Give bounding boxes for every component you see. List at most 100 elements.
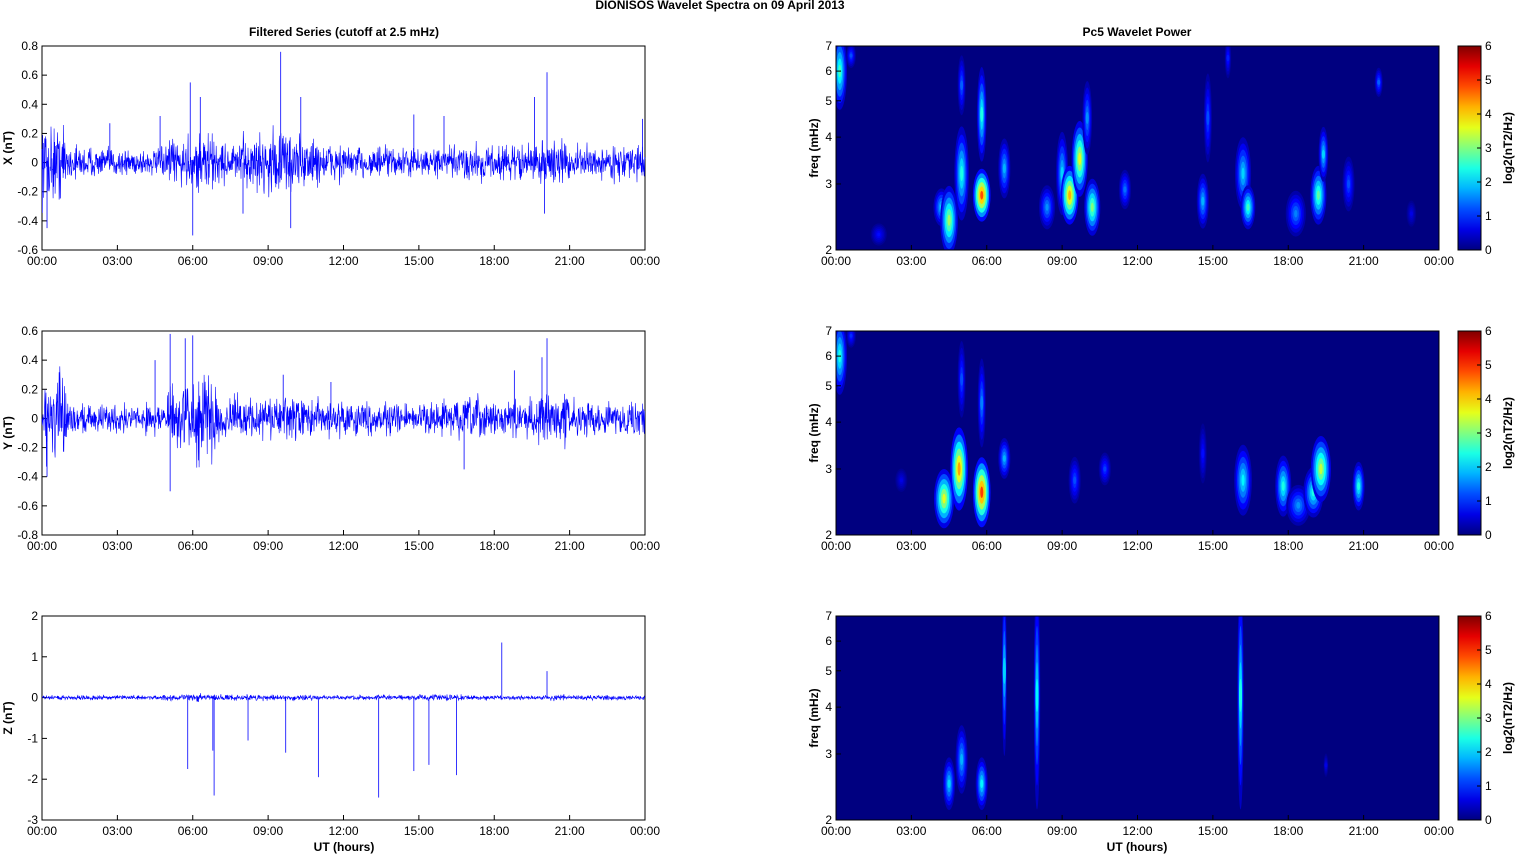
z-power-y-tick-label: 4	[825, 700, 832, 714]
y-power-x-tick-label: 21:00	[1349, 539, 1379, 553]
y-power-power-blob	[1073, 476, 1077, 485]
y-y-tick-label: -0.4	[17, 470, 38, 484]
x-power-power-blob	[1078, 152, 1082, 166]
x-power-colorbar-label: log2(nT2/Hz)	[1501, 112, 1515, 184]
x-power-power-blob	[1085, 111, 1089, 124]
z-power-power-blob	[1002, 657, 1006, 684]
z-series-line	[41, 693, 646, 703]
x-power-x-tick-label: 09:00	[1047, 254, 1077, 268]
x-power-y-tick-label: 5	[825, 94, 832, 108]
x-power-colorbar-tick-label: 6	[1485, 39, 1492, 53]
x-x-tick-label: 00:00	[630, 254, 660, 268]
x-power-power-blob	[1068, 190, 1072, 201]
y-power-power-blob	[1319, 463, 1323, 475]
z-x-tick-label: 00:00	[27, 824, 57, 838]
y-power-power-blob	[980, 395, 984, 411]
y-power-x-tick-label: 12:00	[1122, 539, 1152, 553]
y-power-y-tick-label: 5	[825, 379, 832, 393]
z-power-y-tick-label: 6	[825, 634, 832, 648]
right-x-axis-label: UT (hours)	[1107, 840, 1168, 854]
y-power-x-tick-label: 06:00	[972, 539, 1002, 553]
y-power-x-tick-label: 03:00	[896, 539, 926, 553]
y-x-tick-label: 15:00	[404, 539, 434, 553]
y-power-power-blob	[1201, 448, 1205, 459]
y-plot-area	[41, 330, 646, 536]
y-power-x-tick-label: 09:00	[1047, 539, 1077, 553]
y-power-x-tick-label: 00:00	[1424, 539, 1454, 553]
z-power-colorbar-tick-label: 1	[1485, 779, 1492, 793]
y-power-power-blob	[1002, 455, 1006, 462]
y-power-blobs	[836, 331, 1365, 529]
x-power-y-tick-label: 2	[825, 243, 832, 257]
z-power-power-blob	[1324, 763, 1328, 768]
z-power-y-tick-label: 3	[825, 747, 832, 761]
x-power-x-tick-label: 00:00	[1424, 254, 1454, 268]
x-power-x-tick-label: 21:00	[1349, 254, 1379, 268]
left-column-title: Filtered Series (cutoff at 2.5 mHz)	[249, 25, 439, 39]
y-power-colorbar-tick-label: 6	[1485, 324, 1492, 338]
x-power-blobs	[836, 46, 1417, 250]
y-power-y-tick-label: 4	[825, 415, 832, 429]
y-power-y-tick-label: 2	[825, 528, 832, 542]
panel-x: 0.8 0.6 0.4 0.2 0 -0.2 -0.4 -0.6 X (nT) 00:00 03:0…	[1, 39, 660, 268]
y-y-tick-label: 0.4	[21, 353, 38, 367]
x-power-power-blob	[1045, 203, 1049, 211]
x-power-power-blob	[960, 165, 964, 182]
y-power-power-blob	[960, 373, 964, 386]
y-x-tick-label: 06:00	[178, 539, 208, 553]
x-power-y-tick-label: 3	[825, 177, 832, 191]
y-x-tick-label: 12:00	[328, 539, 358, 553]
x-power-x-tick-label: 18:00	[1273, 254, 1303, 268]
z-y-tick-label: -1	[27, 731, 38, 745]
x-power-power-blob	[1347, 179, 1351, 189]
x-power-power-blob	[980, 190, 984, 200]
x-power-power-blob	[1201, 196, 1205, 206]
z-y-axis-label: Z (nT)	[1, 701, 15, 734]
z-x-tick-label: 03:00	[102, 824, 132, 838]
x-x-tick-label: 12:00	[328, 254, 358, 268]
y-power-power-blob	[942, 493, 946, 504]
z-power-y-tick-label: 7	[825, 609, 832, 623]
panel-y-power: 7 6 5 4 3 2 freq (mHz) 00:00 03:00 06:00 09:00 12:0…	[807, 324, 1515, 553]
z-x-tick-label: 21:00	[555, 824, 585, 838]
y-power-power-blob	[980, 486, 984, 499]
x-power-colorbar-tick-label: 3	[1485, 141, 1492, 155]
z-x-tick-label: 12:00	[328, 824, 358, 838]
y-power-colorbar-label: log2(nT2/Hz)	[1501, 397, 1515, 469]
z-power-y-tick-label: 2	[825, 813, 832, 827]
z-power-x-tick-label: 06:00	[972, 824, 1002, 838]
x-x-tick-label: 06:00	[178, 254, 208, 268]
y-y-tick-label: 0.6	[21, 324, 38, 338]
x-power-power-blob	[980, 106, 984, 123]
y-power-power-blob	[1103, 466, 1107, 472]
x-y-axis-label: X (nT)	[1, 131, 15, 165]
z-plot-area	[41, 615, 646, 821]
z-power-x-tick-label: 09:00	[1047, 824, 1077, 838]
x-power-y-tick-label: 4	[825, 130, 832, 144]
y-y-tick-label: -0.8	[17, 528, 38, 542]
x-power-power-blob	[947, 214, 951, 226]
z-power-y-tick-label: 5	[825, 664, 832, 678]
y-power-colorbar-tick-label: 5	[1485, 358, 1492, 372]
panels: 0.8 0.6 0.4 0.2 0 -0.2 -0.4 -0.6 X (nT) 00:00 03:0…	[1, 39, 1515, 838]
y-series-line	[41, 366, 646, 468]
x-power-x-tick-label: 15:00	[1198, 254, 1228, 268]
z-power-y-axis-label: freq (mHz)	[807, 688, 821, 747]
z-x-tick-label: 09:00	[253, 824, 283, 838]
z-power-colorbar-label: log2(nT2/Hz)	[1501, 682, 1515, 754]
panel-z-power: 7 6 5 4 3 2 freq (mHz) 00:00 03:00 06:00 09:00 12:0…	[807, 609, 1515, 838]
x-power-colorbar-tick-label: 4	[1485, 107, 1492, 121]
y-power-colorbar-tick-label: 3	[1485, 426, 1492, 440]
x-y-tick-label: -0.2	[17, 185, 38, 199]
z-x-tick-label: 15:00	[404, 824, 434, 838]
x-power-power-blob	[1377, 79, 1381, 85]
x-y-tick-label: 0	[31, 156, 38, 170]
y-x-tick-label: 03:00	[102, 539, 132, 553]
x-x-tick-label: 18:00	[479, 254, 509, 268]
x-power-power-blob	[1002, 163, 1006, 174]
x-power-power-blob	[960, 80, 964, 91]
z-y-tick-label: 0	[31, 691, 38, 705]
z-y-tick-label: 2	[31, 609, 38, 623]
y-power-colorbar-tick-label: 1	[1485, 494, 1492, 508]
x-power-y-tick-label: 6	[825, 64, 832, 78]
